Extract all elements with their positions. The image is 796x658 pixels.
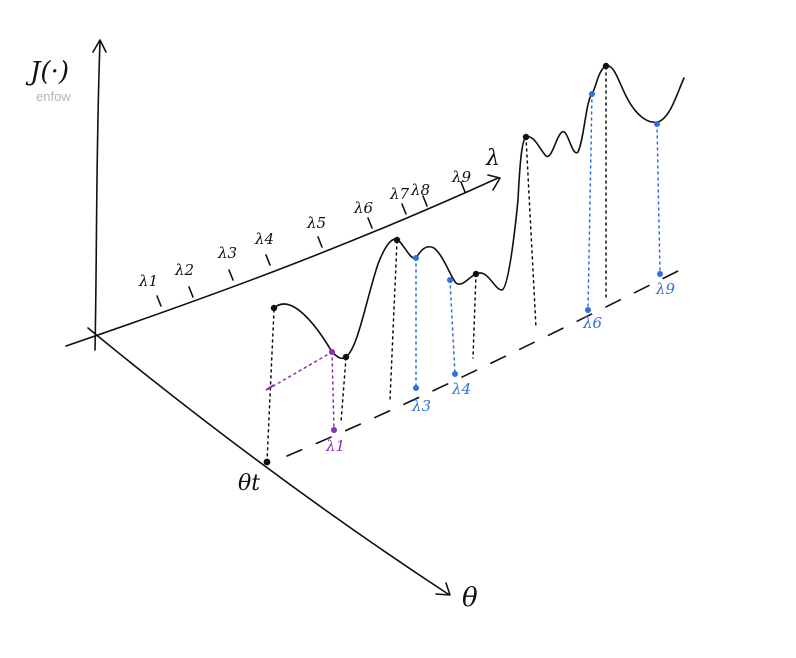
tick-mark-1	[156, 295, 162, 307]
dropline-lambda6	[587, 93, 593, 311]
lambda-tick-labels: λ1 λ2 λ3 λ4 λ5 λ6 λ7 λ8 λ9	[138, 168, 472, 290]
point-blue-lambda3-curve	[413, 255, 419, 261]
point-blue-lambda4-curve	[447, 277, 453, 283]
point-blue-lambda9-base	[657, 271, 663, 277]
axes	[65, 39, 501, 596]
y-axis-label: J(·)	[25, 57, 69, 87]
objective-curve	[273, 65, 685, 360]
label-lambda3: λ3	[411, 397, 431, 415]
point-blue-lambda9-curve	[654, 121, 660, 127]
tick-label-9: λ9	[451, 168, 472, 186]
tick-label-3: λ3	[217, 244, 237, 262]
tick-label-2: λ2	[174, 261, 194, 279]
point-dip	[342, 353, 350, 361]
point-blue-lambda6-curve	[589, 91, 595, 97]
point-shoulder	[472, 270, 480, 278]
point-jump	[522, 133, 530, 141]
tick-label-6: λ6	[353, 199, 374, 217]
point-blue-lambda6-base	[585, 307, 591, 313]
theta-t-label: θt	[238, 471, 260, 496]
tick-label-5: λ5	[306, 214, 326, 232]
tick-mark-2	[188, 286, 194, 298]
lambda-axis-label: λ	[485, 146, 500, 171]
theta-axis	[87, 327, 449, 595]
purple-annotation	[265, 351, 335, 431]
label-lambda4: λ4	[451, 380, 471, 398]
tick-label-4: λ4	[254, 230, 274, 248]
lambda-axis	[65, 177, 499, 347]
curve-points	[263, 62, 663, 466]
tick-mark-9	[460, 181, 466, 193]
tick-label-8: λ8	[410, 181, 430, 199]
blue-droplines	[415, 93, 661, 389]
tick-mark-8	[422, 195, 428, 207]
lambda-tick-marks	[156, 181, 466, 307]
label-lambda9: λ9	[655, 280, 676, 298]
dropline-dip	[340, 357, 347, 423]
dropline-lambda9	[656, 123, 661, 275]
tick-mark-3	[228, 269, 234, 281]
y-axis	[94, 41, 101, 351]
tick-label-7: λ7	[389, 185, 410, 203]
dropline-start	[266, 309, 275, 463]
lambda-axis-arrowhead	[487, 174, 501, 191]
label-lambda1: λ1	[325, 437, 345, 455]
point-blue-lambda4-base	[452, 371, 458, 377]
dropline-jump	[525, 136, 537, 329]
dropline-lambda4	[449, 279, 456, 375]
tick-mark-4	[265, 254, 271, 266]
tick-mark-7	[401, 203, 407, 215]
watermark-label: enfow	[36, 89, 71, 104]
dropline-shoulder	[472, 273, 477, 359]
purple-dropline	[331, 351, 335, 431]
black-droplines	[266, 66, 607, 463]
dropline-peak1	[389, 240, 398, 401]
point-theta-t	[263, 458, 271, 466]
point-peak1	[393, 236, 401, 244]
selected-lambda-labels: λ1 λ3 λ4 λ6 λ9	[325, 280, 676, 455]
purple-diagonal	[269, 351, 333, 389]
tick-mark-6	[367, 217, 373, 229]
point-blue-lambda3-base	[413, 385, 419, 391]
tick-label-1: λ1	[138, 272, 158, 290]
point-purple-base	[331, 427, 337, 433]
point-start	[270, 304, 278, 312]
point-purple-curve	[329, 349, 335, 355]
theta-axis-arrowhead	[435, 582, 451, 596]
tick-mark-5	[317, 236, 323, 248]
purple-tick	[265, 384, 275, 391]
theta-t-baseline	[286, 265, 689, 457]
y-axis-arrowhead	[92, 39, 107, 53]
point-top	[602, 62, 610, 70]
label-lambda6: λ6	[582, 314, 603, 332]
theta-axis-label: θ	[462, 583, 478, 613]
